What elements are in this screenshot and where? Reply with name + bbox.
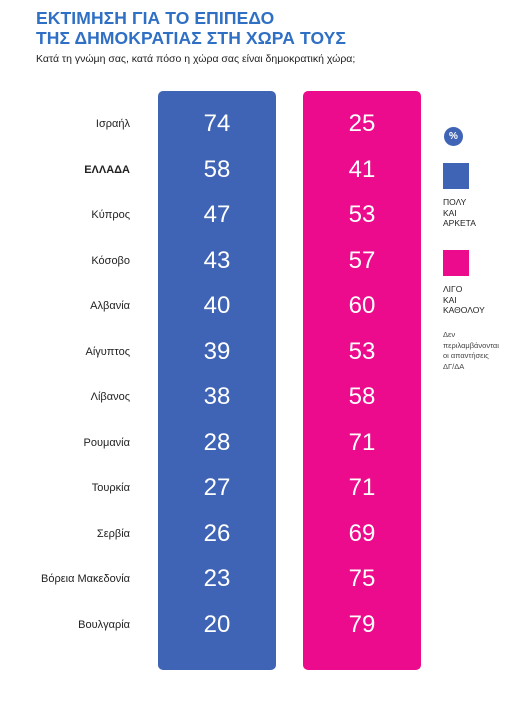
chart-subtitle: Κατά τη γνώμη σας, κατά πόσο η χώρα σας …: [36, 53, 356, 65]
category-label: Ρουμανία: [83, 436, 130, 449]
series2-value-label: 71: [348, 428, 376, 456]
legend-swatch-series2: [443, 250, 469, 276]
series2-value-label: 75: [348, 565, 376, 592]
series2-value-label: 71: [348, 474, 376, 501]
series2-value-label: 41: [348, 155, 376, 183]
legend-label-series2-line: ΛΙΓΟ: [443, 284, 463, 294]
series1-value-label: 38: [203, 383, 231, 410]
series1-value-label: 40: [203, 292, 231, 319]
title-line-2: ΤΗΣ ΔΗΜΟΚΡΑΤΙΑΣ ΣΤΗ ΧΩΡΑ ΤΟΥΣ: [36, 28, 347, 48]
legend-label-series1-line: ΠΟΛΥ: [443, 197, 467, 207]
category-label: Κόσοβο: [91, 254, 130, 267]
category-label: Αίγυπτος: [85, 345, 131, 358]
series2-value-label: 60: [348, 292, 376, 319]
category-label: ΕΛΛΑΔΑ: [84, 163, 130, 176]
legend-note: Δεν περιλαμβάνονται οι απαντήσεις ΔΓ/ΔΑ: [443, 330, 528, 372]
series1-value-label: 47: [203, 201, 231, 228]
chart-title: ΕΚΤΙΜΗΣΗ ΓΙΑ ΤΟ ΕΠΙΠΕΔΟ ΤΗΣ ΔΗΜΟΚΡΑΤΙΑΣ …: [36, 8, 346, 48]
series1-value-label: 26: [203, 519, 231, 547]
title-line-1: ΕΚΤΙΜΗΣΗ ΓΙΑ ΤΟ ΕΠΙΠΕΔΟ: [36, 8, 275, 28]
legend-label-series1-line: ΑΡΚΕΤΑ: [443, 218, 476, 228]
series2-value-label: 69: [348, 519, 376, 547]
series1-value-label: 74: [203, 110, 231, 137]
category-label: Ισραήλ: [95, 118, 130, 130]
series1-value-label: 39: [203, 337, 231, 365]
series1-value-label: 28: [203, 428, 231, 456]
series1-value-label: 27: [203, 474, 231, 501]
category-label: Αλβανία: [90, 300, 130, 312]
series2-value-label: 53: [348, 337, 376, 365]
series2-value-label: 57: [348, 246, 376, 274]
legend-label-series2-line: ΚΑΙ: [443, 294, 457, 305]
series2-column: [303, 91, 421, 670]
series2-value-label: 25: [348, 110, 376, 137]
category-label: Βουλγαρία: [78, 618, 130, 631]
legend-note-line: οι απαντήσεις: [443, 351, 489, 360]
category-label: Βόρεια Μακεδονία: [41, 573, 130, 585]
series1-value-label: 23: [203, 565, 231, 592]
series1-value-label: 43: [203, 246, 231, 274]
category-label: Κύπρος: [91, 209, 130, 221]
series1-value-label: 20: [203, 610, 231, 638]
category-label: Τουρκία: [91, 482, 130, 494]
legend-label-series2: ΛΙΓΟ ΚΑΙ ΚΑΘΟΛΟΥ: [443, 284, 523, 316]
series2-value-label: 53: [348, 201, 376, 228]
category-label: Λίβανος: [90, 391, 130, 403]
category-label: Σερβία: [96, 527, 130, 540]
legend-swatch-series1: [443, 163, 469, 189]
series2-value-label: 58: [348, 383, 376, 410]
legend-note-line: περιλαμβάνονται: [443, 340, 499, 350]
series1-column: [158, 91, 276, 670]
series1-value-label: 58: [203, 155, 231, 183]
legend-label-series1-line: ΚΑΙ: [443, 207, 457, 218]
series2-value-label: 79: [348, 610, 376, 638]
legend-label-series2-line: ΚΑΘΟΛΟΥ: [443, 305, 485, 315]
percent-badge: %: [444, 127, 463, 146]
legend-note-line: ΔΓ/ΔΑ: [443, 361, 465, 371]
legend-label-series1: ΠΟΛΥ ΚΑΙ ΑΡΚΕΤΑ: [443, 197, 523, 229]
legend-note-line: Δεν: [443, 330, 456, 339]
